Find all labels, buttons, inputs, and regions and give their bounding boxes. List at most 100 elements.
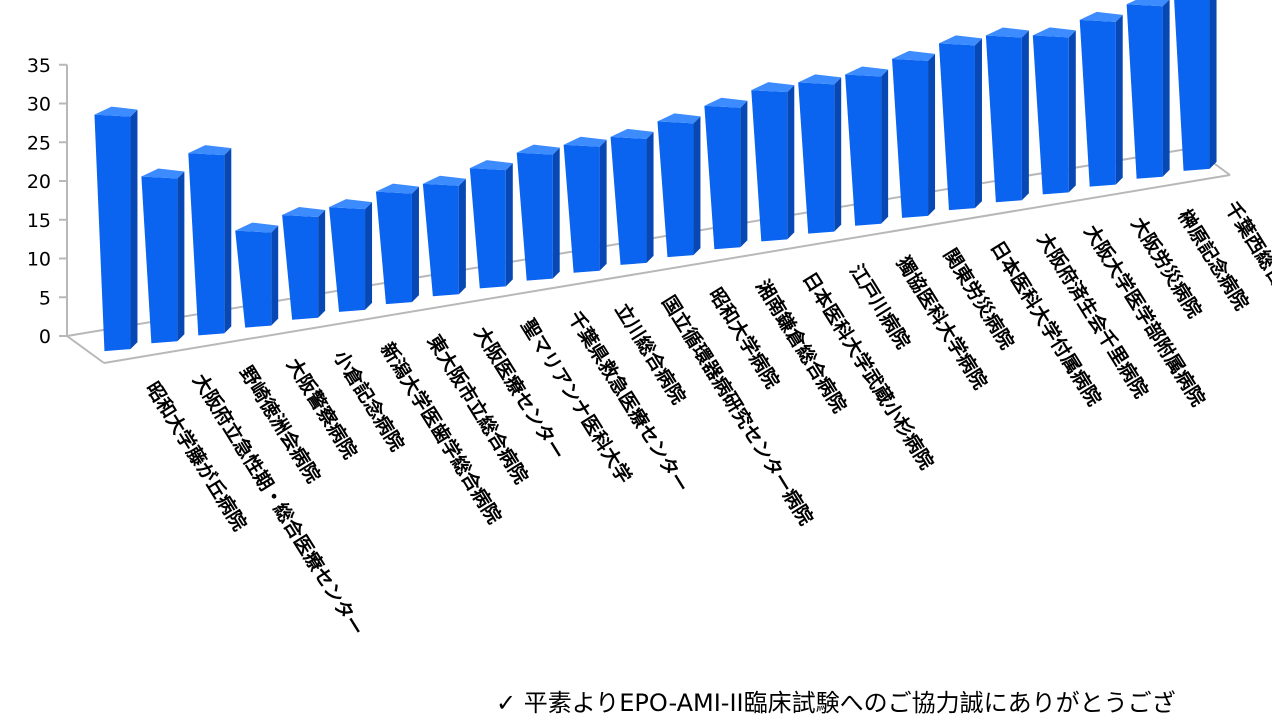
bar-front (1126, 4, 1163, 179)
bar-side (552, 147, 560, 279)
bar-front (141, 176, 178, 344)
bar-top (1032, 27, 1076, 38)
bar (1032, 27, 1076, 195)
bar-top (375, 183, 419, 194)
bar-top (985, 27, 1029, 38)
bar (94, 106, 138, 352)
bar-side (365, 202, 373, 310)
bar-top (469, 160, 513, 171)
bar (751, 82, 795, 242)
bar-side (1021, 30, 1029, 201)
y-tick-label: 15 (27, 210, 51, 232)
bar-top (282, 207, 326, 217)
bar-front (94, 114, 131, 352)
bar-side (458, 178, 466, 295)
bar-top (563, 136, 607, 147)
bar-side (1209, 0, 1217, 169)
bar (657, 113, 701, 258)
bar-front (938, 43, 975, 211)
bar-side (599, 139, 607, 271)
bar-front (657, 121, 694, 258)
left-wall-edge (66, 64, 105, 364)
y-tick-label: 35 (27, 55, 51, 77)
bar-front (610, 136, 647, 265)
bar-side (177, 171, 185, 342)
y-tick-label: 5 (39, 287, 51, 309)
bar-top (516, 144, 560, 155)
bar-top (798, 74, 842, 85)
bar-side (928, 53, 936, 216)
bar-front (422, 183, 459, 297)
bar-top (892, 50, 936, 61)
y-tick-label: 20 (27, 171, 51, 193)
bar-front (282, 215, 319, 320)
bar-top (845, 66, 889, 77)
bar-top (422, 175, 466, 186)
bar-top (94, 106, 138, 117)
bar-top (751, 82, 795, 93)
bar-side (1068, 30, 1076, 193)
bar (516, 144, 560, 281)
bar-top (704, 97, 748, 108)
bar-top (657, 113, 701, 124)
bar-side (505, 163, 513, 287)
bar-front (751, 90, 788, 242)
y-tick-label: 30 (27, 94, 51, 116)
bar (610, 128, 654, 265)
bar-front (1079, 19, 1116, 187)
bar (282, 207, 326, 320)
bar-front (798, 82, 835, 234)
y-axis-ticks: 0 5 10 15 20 25 30 35 (27, 55, 67, 348)
bar-front (845, 74, 882, 226)
bar-front (985, 35, 1022, 203)
category-label: 大阪医療センター (470, 323, 570, 464)
bar (985, 27, 1029, 203)
bar (422, 175, 466, 297)
bar-side (974, 38, 982, 209)
bar-top (938, 35, 982, 46)
bar (704, 97, 748, 250)
bar (235, 222, 279, 328)
bar-top (1079, 11, 1123, 22)
bar-top (188, 145, 232, 156)
bar-top (1126, 0, 1169, 7)
bar-side (740, 100, 748, 248)
bar (938, 35, 982, 211)
bar-side (787, 85, 795, 240)
bar-side (130, 109, 138, 350)
bar (798, 74, 842, 234)
bar-front (469, 168, 506, 289)
bar (469, 160, 513, 289)
footnote-text: ✓ 平素よりEPO-AMI-II臨床試験へのご協力誠にありがとうござ (496, 689, 1176, 717)
bar-front (704, 105, 741, 250)
bar-front (188, 153, 225, 336)
bar-side (1162, 0, 1170, 177)
bar-front (892, 58, 929, 218)
bar-top (141, 168, 185, 179)
bar (329, 199, 373, 312)
bar (845, 66, 889, 226)
bar (141, 168, 185, 344)
bars (94, 0, 1217, 352)
category-label: 獨協医科大学病院 (891, 251, 992, 393)
bar-side (834, 77, 842, 232)
category-label: 湘南鎌倉総合病院 (751, 276, 851, 417)
bar (1174, 0, 1217, 171)
bar-front (235, 230, 272, 328)
bar-front (1032, 35, 1069, 195)
bar-top (610, 128, 654, 139)
bar-front (563, 144, 600, 273)
bar-front (329, 207, 366, 312)
bar-side (411, 186, 419, 303)
bar-side (693, 116, 701, 256)
bar (563, 136, 607, 273)
bar-front (375, 191, 412, 305)
bar-side (881, 69, 889, 224)
bar (892, 50, 936, 218)
bar-side (224, 148, 232, 334)
bar (1079, 11, 1123, 187)
y-tick-label: 10 (27, 249, 51, 271)
bar-side (646, 131, 654, 263)
bar-front (1174, 0, 1210, 171)
